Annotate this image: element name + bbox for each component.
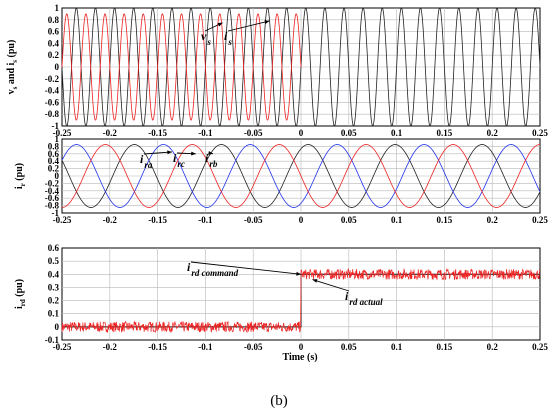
series-line-actual	[61, 268, 541, 334]
annotation-arrowhead	[217, 22, 223, 27]
x-tick-label: -0.05	[244, 215, 263, 225]
x-tick-label: -0.1	[198, 128, 213, 138]
x-tick-label: -0.2	[103, 342, 118, 352]
y-tick-label: -0.2	[45, 178, 60, 188]
x-tick-label: 0.25	[532, 215, 548, 225]
x-tick-label: -0.25	[53, 128, 72, 138]
x-tick-label: 0.15	[437, 215, 453, 225]
annotation-arrowhead	[312, 279, 318, 283]
y-tick-label: 0	[55, 322, 60, 332]
x-tick-label: 0	[299, 342, 304, 352]
figure-caption: (b)	[270, 393, 288, 409]
series-line-i-rc	[61, 144, 541, 208]
x-tick-label: -0.25	[53, 215, 72, 225]
y-tick-label: -0.4	[45, 186, 60, 196]
y-tick-label: -0.2	[45, 74, 60, 84]
annotation-arrow	[190, 261, 302, 275]
panel-ir: 10.80.60.40.20-0.2-0.4-0.6-0.8-1-0.25 -0.…	[14, 134, 548, 225]
y-tick-label: 0.6	[48, 243, 60, 253]
x-tick-label: 0	[299, 128, 304, 138]
y-tick-label: -0.6	[45, 193, 60, 203]
y-tick-label: -0.1	[45, 335, 60, 345]
annotation-arrow	[143, 151, 172, 155]
series-line-i-rb	[61, 144, 541, 208]
y-tick-label: -0.6	[45, 97, 60, 107]
y-tick-label: 0.1	[48, 309, 60, 319]
y-axis-label: ird (pu)	[14, 279, 27, 309]
x-tick-label: 0.05	[341, 215, 357, 225]
y-tick-label: 0.4	[48, 156, 60, 166]
x-tick-label: 0	[299, 215, 304, 225]
y-axis-label: vs and is (pu)	[6, 40, 19, 95]
x-axis-label: Time (s)	[282, 352, 317, 363]
x-tick-label: -0.15	[148, 215, 167, 225]
x-tick-label: 0.05	[341, 342, 357, 352]
y-tick-label: -0.8	[45, 201, 60, 211]
y-tick-label: 0.4	[48, 38, 60, 48]
y-tick-label: 1	[55, 3, 60, 13]
y-tick-label: 0.8	[48, 15, 60, 25]
x-tick-label: 0.25	[532, 128, 548, 138]
annotation-label: ird actual	[345, 289, 383, 307]
annotation-label: ira	[140, 152, 153, 170]
panel-vs-is: 1 0.8 0.60.4 0.2 0 -0.2 -0.4-0.6 -0.8 -1-0.25 -0.…	[6, 3, 548, 138]
annotation-arrowhead	[296, 271, 301, 276]
annotation-label: vs	[201, 29, 211, 47]
x-tick-label: -0.15	[148, 342, 167, 352]
y-tick-label: 0.2	[48, 50, 60, 60]
annotation-arrow	[227, 20, 270, 32]
x-tick-label: 0.2	[487, 215, 499, 225]
x-tick-label: 0.25	[532, 342, 548, 352]
y-tick-label: 0	[55, 171, 60, 181]
y-tick-label: -0.8	[45, 109, 60, 119]
x-tick-label: -0.05	[244, 128, 263, 138]
x-tick-label: 0.05	[341, 128, 357, 138]
x-tick-label: -0.1	[198, 215, 213, 225]
annotation-arrowhead	[208, 150, 214, 155]
y-tick-label: 0.8	[48, 141, 60, 151]
x-tick-label: -0.1	[198, 342, 213, 352]
x-tick-label: 0.2	[487, 128, 499, 138]
series-line-i-s	[61, 13, 302, 121]
x-tick-label: 0.1	[391, 342, 403, 352]
x-tick-label: -0.15	[148, 128, 167, 138]
x-tick-label: -0.2	[103, 128, 118, 138]
y-tick-label: 0.4	[48, 269, 60, 279]
x-tick-label: 0.15	[437, 128, 453, 138]
y-tick-label: 0.6	[48, 149, 60, 159]
annotation-arrowhead	[191, 151, 196, 156]
panel-ird: 0.60.50.40.30.20.10-0.1-0.25 -0.2 -0.15 -0.…	[14, 243, 548, 363]
y-tick-label: 1	[55, 134, 60, 144]
x-tick-label: -0.25	[53, 342, 72, 352]
y-tick-label: 0.2	[48, 296, 60, 306]
y-tick-label: 0.6	[48, 27, 60, 37]
annotation-label: ird command	[187, 260, 239, 278]
series-line-i-ra	[61, 144, 541, 208]
annotation-arrowhead	[167, 150, 172, 155]
annotation-label: is	[224, 29, 232, 47]
annotation-label: irb	[205, 151, 218, 169]
annotation-arrow	[312, 279, 350, 292]
x-tick-label: 0.1	[391, 215, 403, 225]
annotation-arrowhead	[264, 20, 270, 24]
y-axis-label: ir (pu)	[14, 163, 27, 189]
x-tick-label: 0.1	[391, 128, 403, 138]
x-tick-label: 0.15	[437, 342, 453, 352]
y-tick-label: -1	[52, 121, 60, 131]
y-tick-label: 0.3	[48, 282, 60, 292]
x-tick-label: -0.2	[103, 215, 118, 225]
x-tick-label: 0.2	[487, 342, 499, 352]
y-tick-label: 0	[55, 62, 60, 72]
y-tick-label: -1	[52, 208, 60, 218]
annotation-label: irc	[173, 151, 185, 169]
y-tick-label: 0.5	[48, 256, 60, 266]
y-tick-label: -0.4	[45, 86, 60, 96]
y-tick-label: 0.2	[48, 164, 60, 174]
x-tick-label: -0.05	[244, 342, 263, 352]
